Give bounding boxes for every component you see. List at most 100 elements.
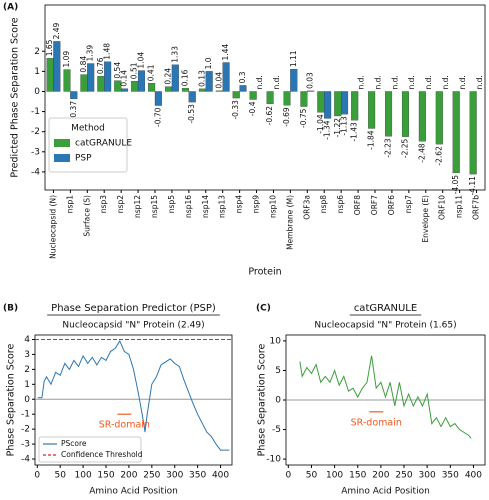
- y-tick-label: 1: [24, 380, 30, 390]
- y-tick-label: -10: [266, 455, 281, 465]
- x-tick-label: Membrane (M): [285, 195, 294, 250]
- value-label: 1.44: [221, 44, 230, 61]
- value-label: 0.04: [214, 72, 223, 89]
- value-label: n.d.: [373, 75, 382, 89]
- chart-title: catGRANULE: [354, 303, 417, 314]
- y-tick-label: 2: [34, 47, 40, 57]
- y-tick-label: -2: [31, 127, 40, 137]
- bar: [307, 90, 315, 92]
- x-tick-label: Surface (S): [82, 195, 91, 237]
- value-label: -1.84: [367, 130, 376, 150]
- x-tick-label: ORF3a: [302, 195, 311, 220]
- data-line: [37, 339, 230, 451]
- bar: [249, 91, 257, 100]
- plot-frame: [34, 334, 233, 466]
- y-tick-label: 3: [24, 350, 30, 360]
- panel-label: (B): [3, 304, 18, 314]
- bar: [97, 76, 105, 92]
- y-axis-label: Phase Separation Score: [257, 344, 268, 457]
- y-tick-label: -3: [31, 147, 40, 157]
- value-label: -1.43: [350, 122, 359, 142]
- value-label: -4.11: [468, 176, 477, 196]
- bar: [205, 71, 213, 92]
- value-label: 0.84: [79, 56, 88, 73]
- value-label: -2.25: [400, 138, 409, 158]
- data-line: [299, 355, 472, 439]
- bar: [283, 91, 291, 106]
- value-label: -0.4: [248, 101, 257, 116]
- bar: [300, 91, 308, 107]
- bar: [435, 91, 443, 145]
- bar: [171, 64, 179, 92]
- value-label: -2.62: [434, 146, 443, 166]
- chart-subtitle: Nucleocapsid "N" Protein (1.65): [314, 321, 456, 331]
- value-label: 0.14: [120, 70, 129, 87]
- x-tick-label: ORF8: [353, 195, 362, 215]
- x-tick-label: 300: [419, 471, 436, 481]
- value-label: -0.37: [69, 101, 78, 121]
- value-label: 2.49: [52, 22, 61, 39]
- x-tick-label: 250: [143, 471, 160, 481]
- bar: [87, 63, 95, 92]
- y-tick-label: -5: [272, 425, 281, 435]
- bar: [53, 41, 61, 92]
- legend-label: PSP: [75, 154, 92, 164]
- value-label: 0.54: [113, 62, 122, 79]
- x-tick-label: 50: [306, 471, 318, 481]
- bar: [131, 81, 139, 92]
- value-label: 0.41: [147, 64, 156, 81]
- bar: [104, 61, 112, 92]
- bar: [368, 91, 376, 129]
- bar: [222, 62, 230, 92]
- bar: [385, 91, 393, 137]
- legend-title: Method: [71, 124, 105, 134]
- x-tick-label: nsp3: [99, 195, 108, 213]
- value-label: -0.33: [231, 100, 240, 120]
- value-label: -0.53: [187, 104, 196, 124]
- bar: [418, 91, 426, 142]
- x-tick-label: nsp13: [218, 195, 227, 218]
- x-tick-label: 150: [97, 471, 114, 481]
- bar: [351, 91, 359, 121]
- legend-label: catGRANULE: [75, 139, 132, 149]
- x-axis-label: Amino Acid Position: [89, 487, 178, 497]
- panel-label: (C): [256, 304, 271, 314]
- annotation-text: SR-domain: [99, 420, 150, 431]
- value-label: n.d.: [255, 75, 264, 89]
- value-label: -0.69: [282, 107, 291, 127]
- bar: [290, 68, 298, 92]
- bar: [401, 91, 409, 137]
- bar: [63, 69, 71, 92]
- value-label: n.d.: [458, 75, 467, 89]
- value-label: 0.3: [238, 71, 247, 83]
- x-tick-label: nsp1: [65, 195, 74, 213]
- x-tick-label: nsp8: [319, 195, 328, 213]
- plot-frame: [44, 4, 486, 191]
- value-label: -2.23: [384, 138, 393, 158]
- value-label: -1.22: [333, 118, 342, 138]
- value-label: 1.33: [170, 46, 179, 63]
- x-tick-label: nsp16: [184, 195, 193, 218]
- value-label: n.d.: [441, 75, 450, 89]
- chart-title: Phase Separation Predictor (PSP): [51, 303, 216, 314]
- annotation-text: SR-domain: [351, 417, 402, 428]
- chart-subtitle: Nucleocapsid "N" Protein (2.49): [62, 321, 204, 331]
- bar: [334, 91, 342, 117]
- bar: [215, 90, 223, 92]
- x-tick-label: ORF7: [370, 195, 379, 215]
- value-label: -0.70: [153, 107, 162, 127]
- x-tick-label: 100: [326, 471, 343, 481]
- bar: [266, 91, 274, 105]
- y-tick-label: -4: [21, 455, 30, 465]
- legend-label: Confidence Threshold: [61, 450, 143, 459]
- x-tick-label: nsp2: [116, 195, 125, 213]
- value-label: -2.48: [417, 143, 426, 163]
- value-label: 0.13: [197, 70, 206, 87]
- y-tick-label: 10: [270, 336, 282, 346]
- panel-label: (A): [3, 3, 18, 13]
- y-tick-label: 5: [275, 366, 281, 376]
- value-label: 0.51: [130, 62, 139, 79]
- x-tick-label: nsp15: [150, 195, 159, 218]
- value-label: 1.0: [204, 57, 213, 69]
- y-tick-label: -3: [21, 440, 30, 450]
